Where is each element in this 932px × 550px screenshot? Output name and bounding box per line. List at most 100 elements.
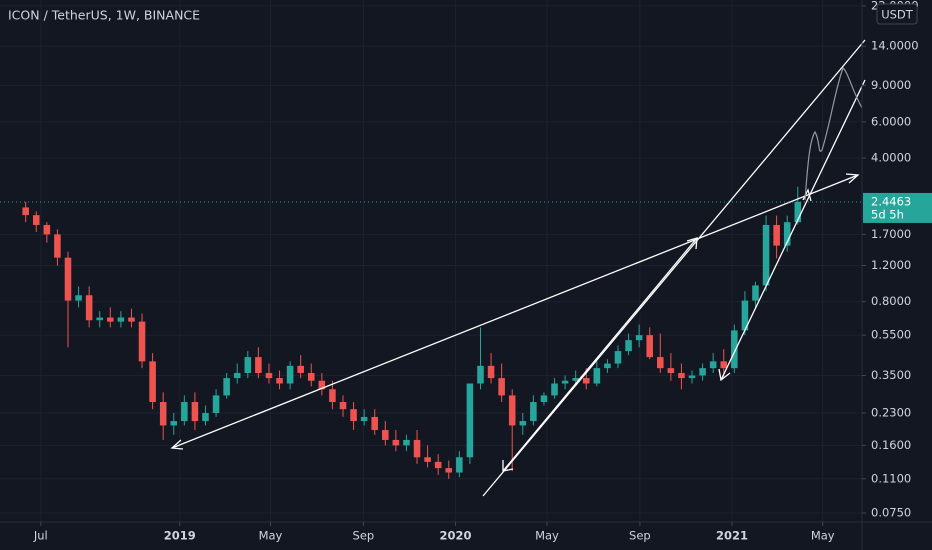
trend-line: [482, 39, 866, 497]
candle-body: [350, 409, 357, 422]
forecast-sketch: [804, 67, 863, 201]
trend-line: [171, 174, 859, 449]
candle-body: [75, 295, 82, 301]
candle-body: [138, 321, 146, 362]
arrow-head: [718, 368, 731, 382]
candle-body: [244, 357, 252, 373]
candle-body: [773, 224, 780, 246]
candles: [22, 186, 802, 479]
candle-body: [286, 365, 294, 384]
candle-body: [614, 351, 622, 364]
y-tick-label: 0.5500: [871, 328, 911, 342]
y-tick-label: 1.7000: [871, 227, 911, 241]
candle-body: [667, 368, 675, 373]
trend-line: [720, 79, 866, 381]
y-tick-label: 14.0000: [871, 39, 919, 53]
candle-body: [572, 378, 579, 381]
candle-body: [699, 368, 706, 376]
candle-body: [128, 317, 135, 322]
candle-body: [604, 363, 611, 369]
candle-body: [477, 365, 484, 384]
candle-body: [445, 468, 453, 473]
arrow-head: [686, 237, 698, 250]
candle-body: [635, 335, 643, 341]
candle-body: [233, 372, 241, 379]
candle-body: [688, 375, 696, 379]
x-tick-label: May: [259, 529, 283, 543]
currency-button[interactable]: [876, 3, 918, 25]
candle-body: [265, 372, 273, 379]
candle-body: [255, 357, 262, 373]
candle-body: [508, 395, 516, 426]
arrow-head: [845, 173, 860, 184]
last-price-tag: [863, 192, 932, 223]
candle-body: [339, 402, 347, 410]
candle-body: [741, 300, 749, 331]
candle-body: [434, 461, 442, 469]
y-tick-label: 0.8000: [871, 294, 911, 308]
candle-body: [783, 222, 791, 246]
candle-body: [329, 389, 336, 403]
candle-body: [149, 361, 156, 403]
last-price-label: 2.4463: [871, 194, 911, 208]
candle-body: [424, 457, 431, 462]
currency[interactable]: USDT: [881, 8, 914, 22]
candle-body: [85, 295, 93, 321]
countdown: 5d 5h: [871, 207, 904, 221]
candle-body: [318, 380, 326, 390]
y-tick-label: 0.2300: [871, 405, 911, 419]
candle-body: [678, 372, 685, 379]
candle-body: [466, 383, 474, 458]
y-tick-label: 9.0000: [871, 78, 911, 92]
candle-body: [731, 330, 738, 369]
candle-body: [413, 439, 421, 458]
candle-body: [117, 317, 125, 322]
y-tick-label: 6.0000: [871, 114, 911, 128]
trend-line: [502, 237, 698, 472]
y-tick-label: 4.0000: [871, 151, 911, 165]
candle-body: [223, 378, 230, 396]
candle-body: [202, 412, 209, 422]
candle-body: [720, 361, 728, 369]
x-tick-label: 2019: [164, 529, 196, 543]
x-tick-label: May: [811, 529, 835, 543]
y-tick-label: 0.0750: [871, 505, 911, 519]
candle-body: [551, 383, 558, 396]
candle-body: [657, 357, 664, 369]
drawings: [170, 39, 866, 497]
y-tick-label: 0.1600: [871, 438, 911, 452]
candle-body: [709, 361, 717, 369]
candle-body: [530, 402, 537, 422]
x-tick-label: Jul: [33, 529, 48, 543]
x-tick-label: Sep: [353, 529, 375, 543]
candle-body: [32, 215, 40, 225]
candle-body: [191, 402, 199, 422]
candle-body: [582, 378, 590, 384]
candle-body: [593, 368, 601, 384]
candle-body: [297, 365, 304, 373]
arrow-head: [170, 439, 184, 450]
candle-body: [794, 201, 802, 223]
candle-body: [64, 257, 72, 301]
candle-body: [360, 416, 368, 422]
candle-body: [456, 457, 463, 473]
x-tick-label: 2020: [440, 529, 472, 543]
candle-body: [752, 285, 759, 301]
candle-body: [107, 317, 114, 322]
candle-body: [487, 365, 495, 379]
candle-body: [498, 378, 505, 396]
candle-body: [561, 380, 569, 384]
candle-body: [22, 207, 29, 216]
candle-body: [540, 395, 548, 403]
x-tick-label: 2021: [716, 529, 748, 543]
chart-title: ICON / TetherUS, 1W, BINANCE: [8, 8, 200, 23]
x-tick-label: Sep: [629, 529, 651, 543]
candle-body: [159, 402, 167, 426]
candle-body: [212, 395, 220, 413]
candle-body: [170, 421, 178, 426]
y-tick-label: 0.3500: [871, 368, 911, 382]
